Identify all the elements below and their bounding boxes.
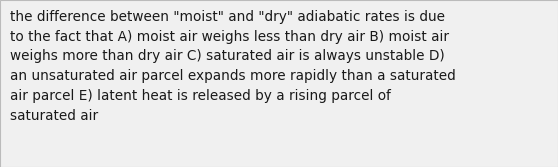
Text: the difference between "moist" and "dry" adiabatic rates is due
to the fact that: the difference between "moist" and "dry"… (10, 10, 456, 123)
